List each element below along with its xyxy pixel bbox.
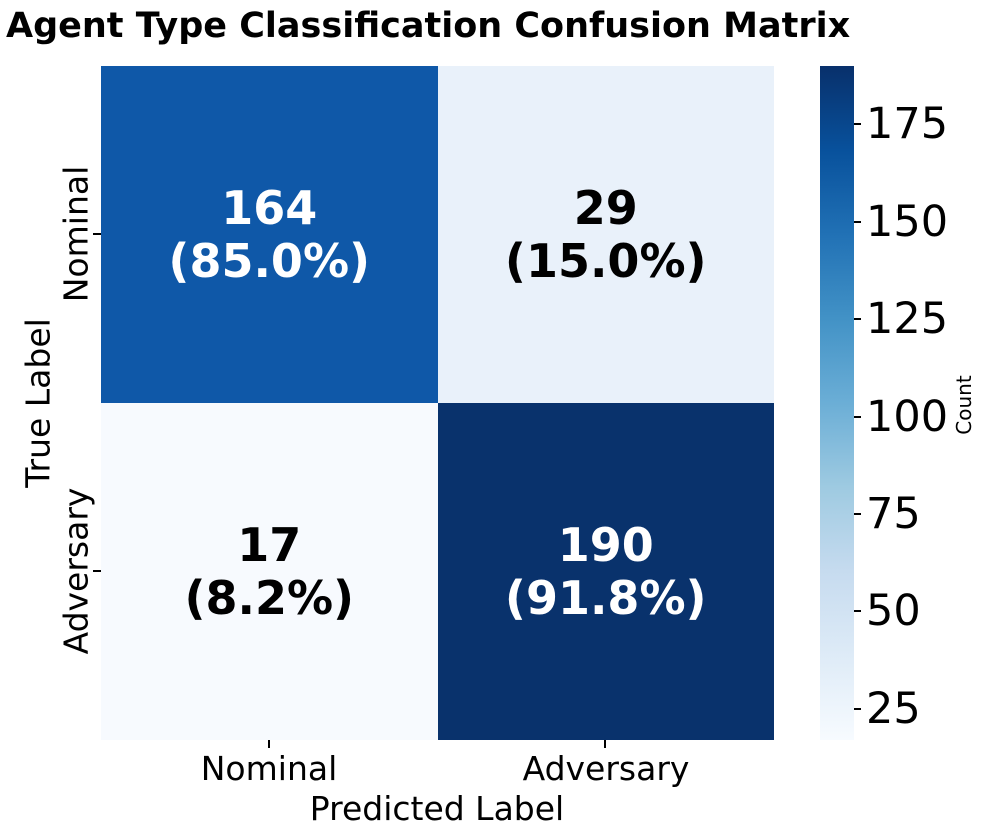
y-axis-tick-adversary bbox=[93, 570, 101, 572]
colorbar-tick-mark bbox=[854, 220, 861, 223]
cell-true-adversary-pred-adversary: 190 (91.8%) bbox=[437, 403, 774, 740]
colorbar-tick-label: 175 bbox=[866, 99, 949, 150]
x-tick-label-adversary: Adversary bbox=[522, 749, 690, 788]
colorbar-gradient bbox=[820, 66, 854, 740]
cell-count: 29 bbox=[573, 180, 638, 235]
cell-percent: (8.2%) bbox=[184, 570, 355, 625]
colorbar-tick-label: 25 bbox=[866, 683, 921, 734]
heatmap-grid: 164 (85.0%) 29 (15.0%) 17 (8.2%) 190 (91… bbox=[101, 66, 774, 740]
y-axis-label: True Label bbox=[18, 318, 58, 488]
x-tick-label-nominal: Nominal bbox=[200, 749, 338, 788]
x-axis-tick-nominal bbox=[268, 740, 270, 748]
cell-percent: (85.0%) bbox=[168, 233, 371, 288]
cell-count: 17 bbox=[237, 517, 302, 572]
cell-percent: (15.0%) bbox=[504, 233, 707, 288]
colorbar-label: Count bbox=[952, 375, 976, 435]
cell-count: 164 bbox=[221, 180, 318, 235]
colorbar-tick-label: 100 bbox=[866, 391, 949, 442]
chart-title: Agent Type Classification Confusion Matr… bbox=[6, 6, 851, 46]
colorbar-tick-label: 125 bbox=[866, 294, 949, 345]
y-axis-tick-nominal bbox=[93, 233, 101, 235]
colorbar-tick-label: 150 bbox=[866, 196, 949, 247]
cell-count: 190 bbox=[557, 517, 654, 572]
x-axis-label: Predicted Label bbox=[309, 789, 565, 828]
colorbar-tick-mark bbox=[854, 318, 861, 321]
colorbar-tick-mark bbox=[854, 415, 861, 418]
colorbar-tick-mark bbox=[854, 707, 861, 710]
colorbar-tick-mark bbox=[854, 513, 861, 516]
cell-percent: (91.8%) bbox=[504, 570, 707, 625]
y-tick-label-nominal: Nominal bbox=[56, 165, 96, 303]
cell-true-adversary-pred-nominal: 17 (8.2%) bbox=[101, 403, 438, 740]
colorbar-tick-mark bbox=[854, 610, 861, 613]
x-axis-tick-adversary bbox=[604, 740, 606, 748]
cell-true-nominal-pred-nominal: 164 (85.0%) bbox=[101, 66, 438, 403]
colorbar-tick-label: 50 bbox=[866, 586, 921, 637]
colorbar-tick-label: 75 bbox=[866, 489, 921, 540]
colorbar-tick-mark bbox=[854, 123, 861, 126]
y-tick-label-adversary: Adversary bbox=[56, 487, 96, 655]
cell-true-nominal-pred-adversary: 29 (15.0%) bbox=[437, 66, 774, 403]
